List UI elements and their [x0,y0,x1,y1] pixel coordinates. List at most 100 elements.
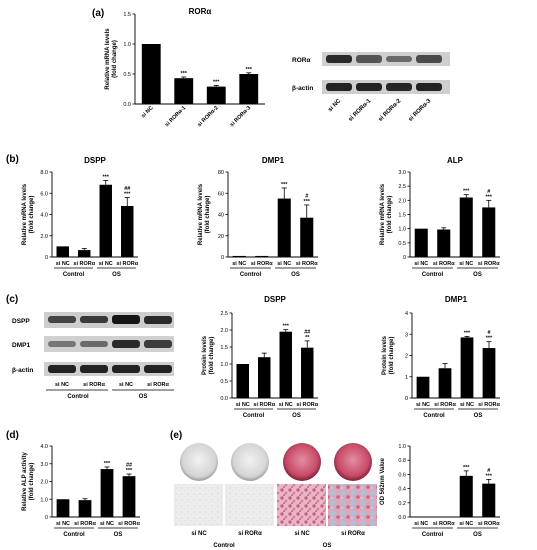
x-tick-label: si NC [99,261,113,267]
bar [300,217,314,257]
group-label: OS [473,272,482,278]
y-tick-label: 0.0 [220,396,228,402]
blot-lane-label: si NC [327,98,343,114]
significance-label: *** [103,175,110,181]
significance-label: *** [463,189,470,195]
group-label: Control [422,272,444,278]
x-tick-label: si RORα [251,261,273,267]
bar [206,86,226,104]
stain-group-label: Control [213,543,235,549]
western-blot-c: DSPP DMP1 β-actin si NC si RORα si NC si… [12,312,174,400]
x-tick-label: si NC [56,521,70,527]
culture-dish [231,443,269,481]
y-tick-label: 2.0 [40,480,48,486]
significance-label: *** [246,67,253,73]
y-axis-label: Relative mRNA levels(fold change) [22,183,35,245]
y-tick-label: 1.0 [123,42,131,48]
bar [437,229,451,257]
x-tick-label: si RORα [296,402,318,408]
x-tick-label: si NC [416,402,430,408]
y-tick-label: 0 [45,515,48,521]
y-tick-label: 2.0 [398,198,406,204]
y-tick-label: 4.0 [40,213,48,219]
bar [56,246,69,257]
group-label: Control [63,272,85,278]
bar [255,255,269,257]
group-label: Control [67,394,89,400]
significance-label: *** [463,465,470,471]
x-tick-label: si RORα [434,402,456,408]
y-tick-label: 0.2 [398,501,406,507]
blot-band [144,365,172,373]
bar [482,207,496,257]
significance-label: *** [464,330,471,336]
y-tick-label: 2 [405,354,408,360]
blot-band [112,365,140,373]
x-tick-label: si RORα [478,402,500,408]
y-tick-label: 1.0 [40,497,48,503]
y-tick-label: 1.0 [398,444,406,450]
blot-lane-label: si NC [119,382,133,388]
x-tick-label: si RORα [116,261,138,267]
bar [459,197,473,257]
blot-lane-label: si RORα-3 [408,98,433,123]
culture-dish [283,443,321,481]
blot-row-label: DSPP [12,318,30,325]
chart-title: DMP1 [445,295,468,304]
blot-band [48,365,76,373]
significance-label: ## *** [124,186,131,198]
blot-band [80,341,108,347]
significance-label: ## *** [126,463,133,475]
panel-label-b: (b) [6,154,19,165]
bar [100,469,114,517]
y-tick-label: 2.0 [220,328,228,334]
blot-band [48,316,76,323]
micrograph [174,484,223,526]
significance-label: # *** [486,189,493,201]
x-tick-label: si RORα-2 [197,105,220,128]
bar [56,499,70,517]
group-label: OS [112,272,121,278]
bar [239,74,259,104]
significance-label: *** [104,461,111,467]
y-axis-label: Relative ALP activity(fold change) [22,451,35,510]
blot-band [112,340,140,348]
bar [121,206,134,257]
bar [459,475,473,517]
group-label: OS [292,413,301,419]
x-tick-label: si RORα [253,402,275,408]
significance-label: *** [283,324,290,330]
stain-lane-label: si NC [191,531,207,537]
stain-group-label: OS [323,543,332,549]
y-tick-label: 3.0 [40,462,48,468]
chart-b-dmp1: 0 20 40 60 80 Relative mRNA levels(fold chang… [198,156,318,278]
blot-band [416,55,442,63]
x-tick-label: si RORα [433,521,455,527]
y-tick-label: 0.8 [398,458,406,464]
x-tick-label: si RORα [433,261,455,267]
bar [414,516,428,518]
y-tick-label: 2.5 [398,184,406,190]
chart-title: DMP1 [262,156,285,165]
x-tick-label: si NC [279,402,293,408]
blot-membrane-actin [44,362,174,376]
blot-band [356,83,382,91]
significance-label: # *** [304,193,311,205]
micrograph [225,484,274,526]
blot-band [386,56,412,62]
blot-row-label: RORα [292,57,310,64]
western-blot-a: RORα β-actin si NC si RORα-1 si RORα-2 s… [292,52,450,123]
blot-band [80,316,108,323]
blot-band [326,55,352,63]
bar [414,228,428,257]
y-tick-label: 0.4 [398,487,406,493]
x-tick-label: si NC [236,402,250,408]
y-tick-label: 3.0 [398,170,406,176]
stain-lane-label: si RORα [341,531,365,537]
alizarin-staining-e: si NC si RORα si NC si RORα Control OS [174,443,377,549]
y-tick-label: 0.5 [123,72,131,78]
bar [482,348,496,398]
chart-b-alp: 0 0.5 1.0 1.5 2.0 2.5 3.0 Relative mRNA levels(… [380,156,500,278]
blot-membrane-dmp1 [44,336,174,352]
